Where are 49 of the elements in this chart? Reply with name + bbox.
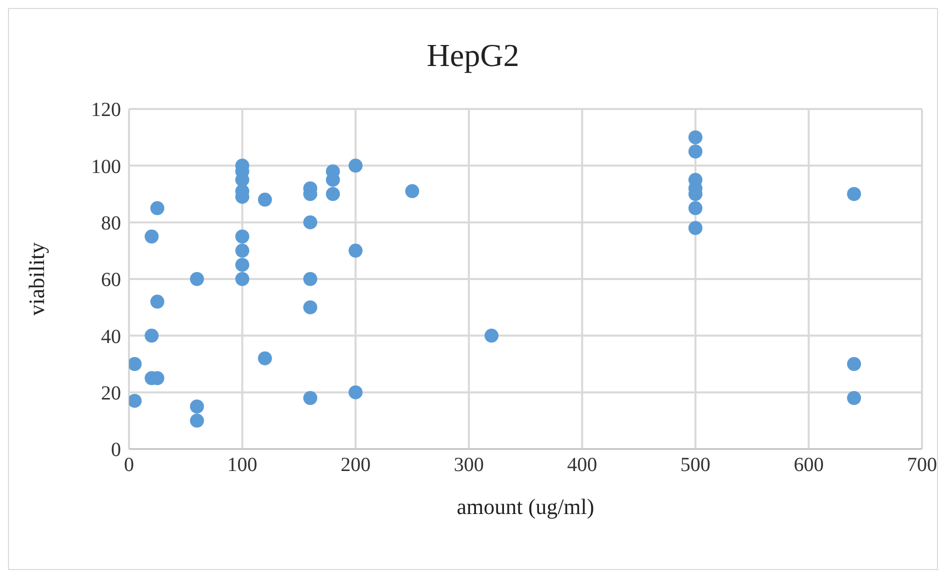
y-tick-label: 80 [101, 212, 121, 234]
point [190, 400, 204, 414]
point [326, 187, 340, 201]
y-tick-label: 20 [101, 382, 121, 404]
x-axis-title: amount (ug/ml) [456, 494, 594, 519]
point [303, 300, 318, 314]
point [144, 328, 159, 343]
point [129, 357, 142, 371]
point [847, 391, 862, 405]
point [235, 272, 250, 286]
y-tick-label: 100 [91, 156, 121, 178]
point [405, 184, 420, 198]
point [688, 201, 702, 216]
point [129, 394, 142, 408]
x-tick-label: 600 [794, 454, 824, 476]
point [235, 258, 250, 272]
point [258, 351, 272, 366]
point [303, 391, 318, 405]
point [688, 221, 702, 235]
x-tick-label: 500 [680, 454, 710, 476]
point [190, 272, 204, 286]
y-tick-label: 120 [91, 99, 121, 122]
point [303, 215, 318, 230]
y-tick-label: 0 [111, 439, 121, 462]
x-tick-label: 300 [454, 454, 484, 476]
x-tick-label: 700 [907, 454, 937, 476]
point [348, 385, 363, 400]
point [258, 192, 272, 207]
point [847, 187, 862, 201]
point [150, 294, 164, 309]
y-tick-label: 40 [101, 326, 121, 348]
x-tick-label: 400 [567, 454, 598, 476]
point [303, 272, 318, 286]
point [348, 158, 363, 173]
point [348, 244, 363, 258]
point [688, 130, 702, 144]
y-tick-label: 60 [101, 269, 121, 292]
y-axis-title: viability [24, 242, 49, 316]
chart-title: HepG2 [426, 37, 520, 74]
point [484, 328, 499, 343]
point [190, 414, 204, 428]
x-tick-label: 100 [227, 454, 258, 476]
point [150, 201, 164, 216]
x-tick-label: 200 [340, 454, 371, 476]
point [144, 230, 159, 244]
point [235, 230, 250, 244]
point [235, 244, 250, 258]
point [688, 144, 702, 158]
point [847, 357, 862, 371]
